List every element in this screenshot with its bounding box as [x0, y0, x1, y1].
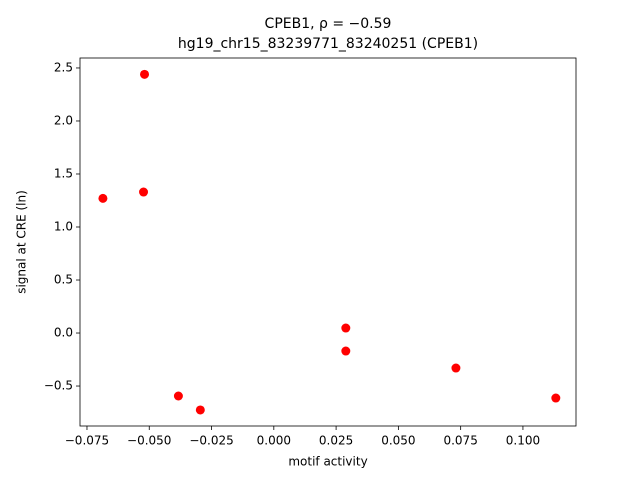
chart-subtitle: hg19_chr15_83239771_83240251 (CPEB1) — [178, 36, 478, 52]
point — [551, 393, 561, 403]
x-tick-label: 0.050 — [381, 434, 415, 448]
point — [140, 69, 150, 79]
plot-frame — [79, 57, 577, 427]
point — [451, 363, 461, 373]
point — [139, 187, 149, 197]
x-tick-label: −0.025 — [189, 434, 233, 448]
point — [341, 323, 351, 333]
y-tick-label: 0.5 — [54, 273, 73, 287]
y-tick-label: 1.5 — [54, 166, 73, 180]
x-tick-label: −0.075 — [65, 434, 109, 448]
x-tick-label: 0.000 — [257, 434, 291, 448]
x-axis-label: motif activity — [288, 455, 367, 469]
x-tick-label: −0.050 — [127, 434, 171, 448]
x-tick-label: 0.100 — [506, 434, 540, 448]
y-tick-label: 1.0 — [54, 219, 73, 233]
y-tick-label: 2.0 — [54, 113, 73, 127]
y-tick-label: −0.5 — [44, 379, 73, 393]
point — [98, 193, 108, 203]
point — [173, 391, 183, 401]
point — [195, 405, 205, 415]
point — [341, 346, 351, 356]
y-axis-label: signal at CRE (ln) — [15, 190, 29, 294]
y-tick-label: 2.5 — [54, 60, 73, 74]
x-tick-label: 0.025 — [319, 434, 353, 448]
y-tick-label: 0.0 — [54, 326, 73, 340]
chart-title: CPEB1, ρ = −0.59 — [265, 16, 392, 32]
x-tick-label: 0.075 — [443, 434, 477, 448]
